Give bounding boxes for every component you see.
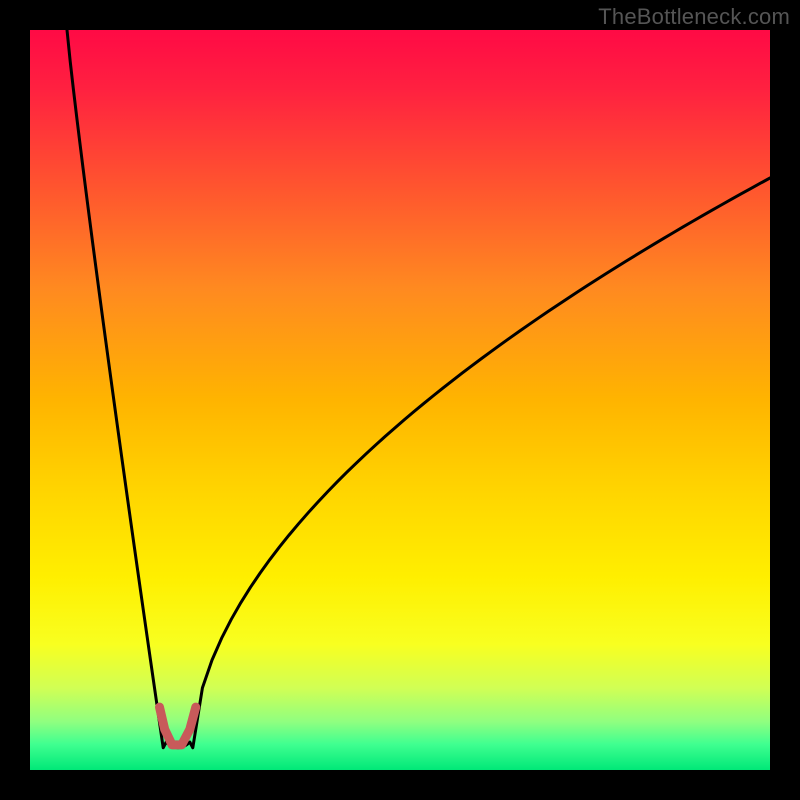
- bottleneck-chart: [30, 30, 770, 770]
- watermark-text: TheBottleneck.com: [598, 4, 790, 30]
- chart-background: [30, 30, 770, 770]
